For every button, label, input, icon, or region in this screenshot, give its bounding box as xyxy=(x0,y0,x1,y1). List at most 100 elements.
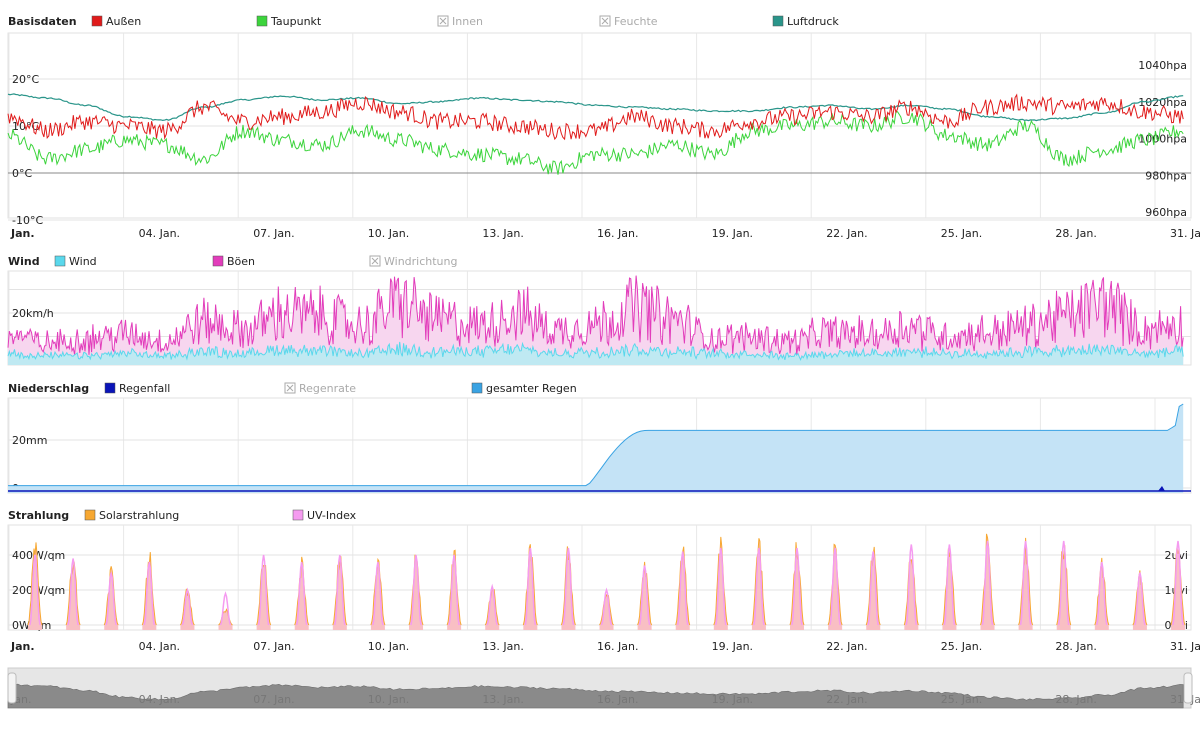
legend-item-gesamter_regen[interactable]: gesamter Regen xyxy=(471,382,577,395)
solar-day-line xyxy=(103,566,119,626)
solar-day-line xyxy=(713,536,729,626)
legend-item-regenrate[interactable]: Regenrate xyxy=(284,382,356,395)
solar-day-line xyxy=(941,548,957,626)
x-tick-label: 13. Jan. xyxy=(482,227,523,240)
uv-day-line xyxy=(676,551,689,626)
navigator-tick-label: 04. Jan. xyxy=(139,693,180,706)
plot-area-wind: 20km/h0km/h xyxy=(7,270,1192,367)
legend-label-solar: Solarstrahlung xyxy=(99,509,179,522)
plot-area-niederschlag: 20mm0mm xyxy=(7,397,1192,495)
x-tick-label: 19. Jan. xyxy=(712,640,753,653)
legend-item-aussen[interactable]: Außen xyxy=(91,15,141,28)
navigator-tick-label: 07. Jan. xyxy=(253,693,294,706)
solar-day-line xyxy=(294,556,310,626)
solar-day-line xyxy=(903,559,919,626)
y-tick-left: -10°C xyxy=(12,214,43,227)
x-tick-label: 22. Jan. xyxy=(826,227,867,240)
solar-day-line xyxy=(827,543,843,626)
uv-day-line xyxy=(524,547,537,626)
legend-strahlung: Strahlung Solarstrahlung UV-Index xyxy=(8,509,357,522)
y-tick-right: 980hpa xyxy=(1145,169,1187,182)
uv-day-line xyxy=(867,551,879,626)
series-wind xyxy=(7,341,1184,362)
x-tick-label: 10. Jan. xyxy=(368,640,409,653)
y-tick-right: 960hpa xyxy=(1145,206,1187,219)
legend-item-innen[interactable]: Innen xyxy=(437,15,483,28)
solar-day-fill xyxy=(218,609,233,630)
legend-swatch-aussen xyxy=(91,15,103,27)
solar-day-line xyxy=(560,546,576,626)
legend-item-windrichtung[interactable]: Windrichtung xyxy=(369,255,457,268)
solar-day-line xyxy=(256,564,272,626)
solar-day-line xyxy=(980,533,995,626)
legend-label-regenrate: Regenrate xyxy=(299,382,356,395)
plot-border xyxy=(7,524,1192,631)
x-tick-label: Jan. xyxy=(10,640,35,653)
uv-day-line xyxy=(29,554,41,626)
regenfall-spike xyxy=(1158,486,1165,491)
navigator-tick-label: 22. Jan. xyxy=(826,693,867,706)
disabled-icon xyxy=(439,17,447,25)
solar-day-line xyxy=(751,538,767,626)
series-gesamter-regen-fill xyxy=(8,404,1184,493)
y-tick-left: 0°C xyxy=(12,167,32,180)
uv-day-line xyxy=(410,554,422,626)
uv-day-line xyxy=(448,554,460,626)
legend-item-feuchte[interactable]: Feuchte xyxy=(599,15,658,28)
legend-swatch-wind xyxy=(54,255,66,267)
legend-label-regenfall: Regenfall xyxy=(119,382,170,395)
plot-area-strahlung: 400W/qm200W/qm0W/qm2uvi1uvi0uvi xyxy=(7,524,1192,632)
panel-title-niederschlag: Niederschlag xyxy=(8,382,89,395)
uv-day-line xyxy=(943,544,956,626)
legend-item-solar[interactable]: Solarstrahlung xyxy=(84,509,179,522)
navigator[interactable]: Jan. 04. Jan. 07. Jan. 10. Jan. 13. Jan. 16. … xyxy=(7,667,1200,709)
legend-label-wind: Wind xyxy=(69,255,97,268)
uv-day-line xyxy=(181,587,194,626)
solar-day-line xyxy=(65,561,81,626)
legend-swatch-uv xyxy=(292,509,304,521)
uv-day-line xyxy=(334,554,346,626)
legend-swatch-gesamter_regen xyxy=(471,382,483,394)
x-tick-label: 16. Jan. xyxy=(597,640,638,653)
x-tick-label: 04. Jan. xyxy=(139,227,180,240)
solar-day-line xyxy=(1132,570,1148,626)
series-uv xyxy=(29,540,1184,626)
navigator-tick-label: 19. Jan. xyxy=(712,693,753,706)
series-gesamter-regen xyxy=(8,403,1184,487)
panel-title-strahlung: Strahlung xyxy=(8,509,69,522)
uv-day-line xyxy=(905,544,918,626)
legend-item-uv[interactable]: UV-Index xyxy=(292,509,357,522)
x-tick-label: 13. Jan. xyxy=(482,640,523,653)
navigator-tick-label: 10. Jan. xyxy=(368,693,409,706)
legend-swatch-solar xyxy=(84,509,96,521)
uv-day-line xyxy=(638,565,651,626)
series-taupunkt xyxy=(7,111,1184,175)
x-tick-label: 19. Jan. xyxy=(712,227,753,240)
x-tick-label: 28. Jan. xyxy=(1055,227,1096,240)
navigator-handle-right[interactable] xyxy=(1183,672,1193,704)
legend-item-luftdruck[interactable]: Luftdruck xyxy=(772,15,839,28)
series-boeen-fill xyxy=(8,275,1184,365)
legend-label-aussen: Außen xyxy=(106,15,141,28)
legend-swatch-taupunkt xyxy=(256,15,268,27)
legend-item-taupunkt[interactable]: Taupunkt xyxy=(256,15,322,28)
plot-area-basis: 20°C10°C0°C-10°C1040hpa1020hpa1000hpa980… xyxy=(7,32,1192,227)
uv-day-line xyxy=(829,547,841,626)
navigator-handle-left[interactable] xyxy=(7,672,17,704)
legend-label-taupunkt: Taupunkt xyxy=(270,15,322,28)
legend-label-windrichtung: Windrichtung xyxy=(384,255,457,268)
legend-item-wind[interactable]: Wind xyxy=(54,255,97,268)
legend-swatch-regenfall xyxy=(104,382,116,394)
uv-day-line xyxy=(143,561,156,626)
x-tick-label: Jan. xyxy=(10,227,35,240)
disabled-icon xyxy=(286,384,294,392)
navigator-series xyxy=(7,682,1184,709)
legend-item-regenfall[interactable]: Regenfall xyxy=(104,382,170,395)
legend-item-boeen[interactable]: Böen xyxy=(212,255,255,268)
x-tick-label: 07. Jan. xyxy=(253,640,294,653)
uv-day-line xyxy=(219,591,232,626)
y-tick-right: 1020hpa xyxy=(1138,96,1187,109)
panel-title-basis: Basisdaten xyxy=(8,15,77,28)
